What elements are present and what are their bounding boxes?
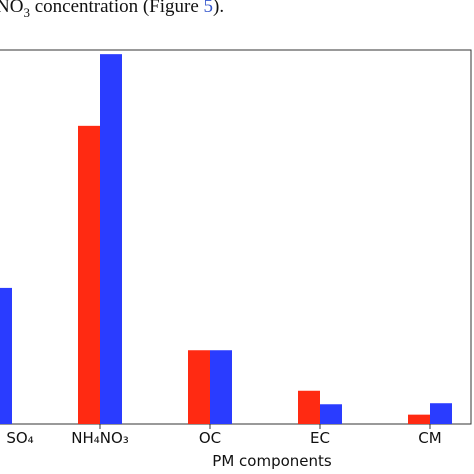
plot-frame — [0, 49, 472, 425]
x-tick-label: OC — [199, 429, 221, 447]
bar — [188, 350, 210, 424]
bar — [320, 404, 342, 424]
bar — [210, 350, 232, 424]
bar — [408, 414, 430, 424]
figure-link[interactable]: 5 — [204, 0, 214, 17]
paper-text: NO3 concentration (Figure 5). — [0, 0, 224, 20]
bar — [0, 287, 12, 424]
text-part: NO — [0, 0, 23, 17]
text-part: concentration (Figure — [30, 0, 204, 17]
text-part: ). — [213, 0, 224, 17]
x-axis-label: PM components — [212, 452, 332, 470]
subscript: 3 — [23, 5, 30, 20]
bar — [298, 390, 320, 424]
bar — [430, 403, 452, 424]
x-tick-label: CM — [418, 429, 441, 447]
bar — [78, 125, 100, 424]
x-tick-label: SO₄ — [6, 429, 33, 447]
bar — [100, 54, 122, 425]
x-tick-label: EC — [310, 429, 330, 447]
x-tick-label: NH₄NO₃ — [71, 429, 129, 447]
